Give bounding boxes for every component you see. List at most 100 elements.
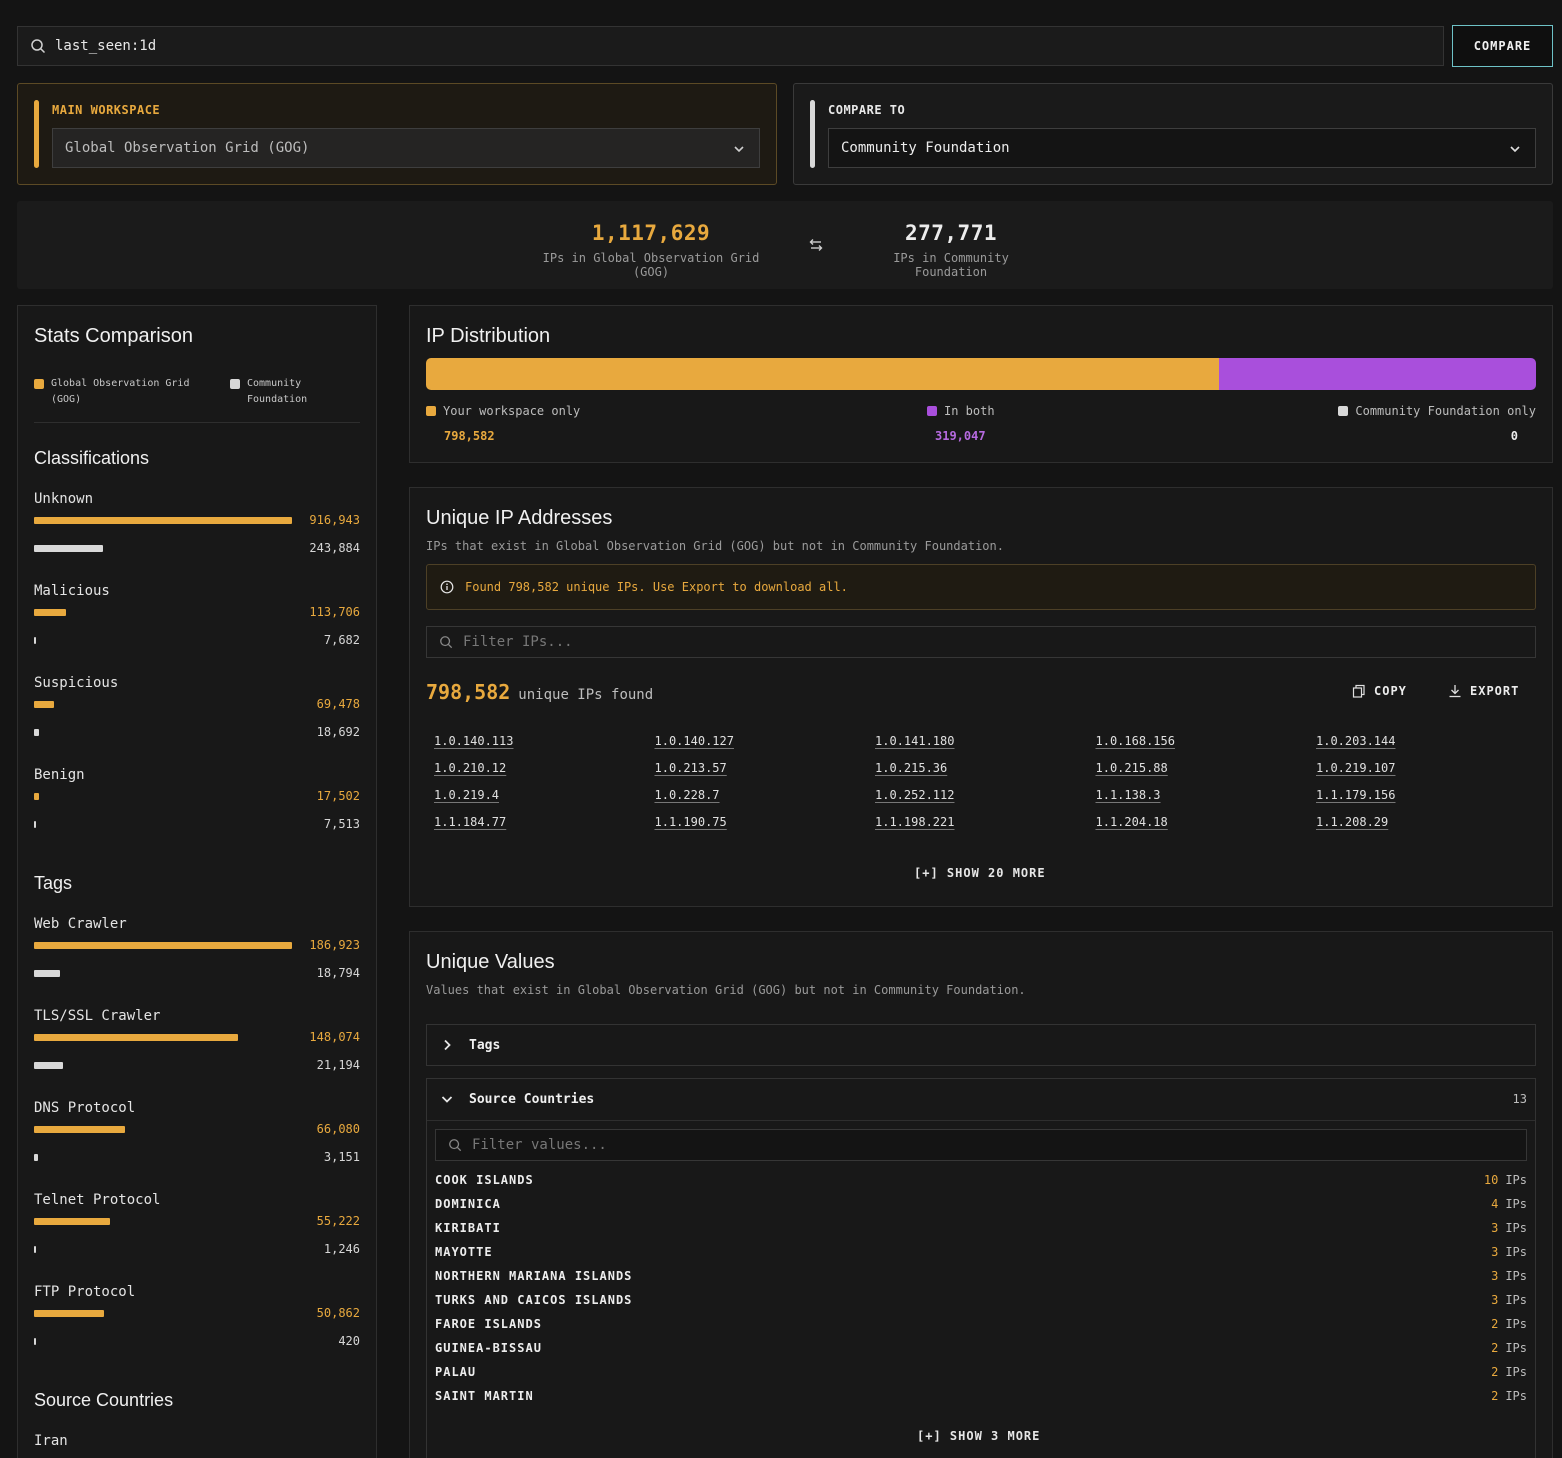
filter-values-input[interactable] [472, 1137, 1472, 1153]
country-row[interactable]: MAYOTTE 3 IPs [435, 1245, 1527, 1263]
ip-distribution-panel: IP Distribution Your workspace only 798,… [409, 305, 1553, 463]
bar-compare-value: 1,246 [323, 1242, 360, 1256]
ip-cell: 1.0.219.4 [434, 788, 655, 803]
legend-in-both: In both [927, 404, 995, 418]
ip-link[interactable]: 1.1.204.18 [1095, 815, 1168, 829]
bar-compare [34, 1246, 36, 1253]
unique-ips-panel: Unique IP Addresses IPs that exist in Gl… [409, 487, 1553, 907]
bar-compare-value: 243,884 [309, 541, 360, 555]
compare-workspace-select[interactable]: Community Foundation [828, 128, 1536, 168]
info-icon [440, 580, 454, 594]
ip-cell: 1.0.215.36 [875, 761, 1096, 776]
show-more-ips-button[interactable]: [+] SHOW 20 MORE [914, 866, 1046, 880]
country-count-unit: IPs [1505, 1365, 1527, 1379]
ip-cell: 1.1.198.221 [875, 815, 1096, 830]
ip-link[interactable]: 1.0.228.7 [654, 788, 720, 802]
search-bar[interactable] [17, 26, 1444, 66]
ip-link[interactable]: 1.0.203.144 [1316, 734, 1396, 748]
show-more-countries-button[interactable]: [+] SHOW 3 MORE [917, 1429, 1041, 1443]
divider [427, 1120, 1535, 1121]
ip-link[interactable]: 1.1.179.156 [1316, 788, 1396, 802]
compare-workspace-label: COMPARE TO [828, 103, 906, 117]
workspace-only-value: 798,582 [444, 429, 495, 443]
ip-cell: 1.0.203.144 [1316, 734, 1537, 749]
country-name: SAINT MARTIN [435, 1389, 534, 1403]
countries-count: 13 [1512, 1092, 1527, 1106]
country-row[interactable]: GUINEA-BISSAU 2 IPs [435, 1341, 1527, 1359]
country-count: 2 IPs [1491, 1365, 1527, 1383]
country-count-unit: IPs [1505, 1341, 1527, 1355]
country-count-number: 2 [1491, 1341, 1499, 1355]
stats-title: Stats Comparison [34, 325, 193, 347]
bar-main [34, 1218, 110, 1225]
ip-link[interactable]: 1.1.138.3 [1095, 788, 1161, 802]
ip-cell: 1.1.179.156 [1316, 788, 1537, 803]
country-row[interactable]: COOK ISLANDS 10 IPs [435, 1173, 1527, 1191]
accordion-tags-header[interactable]: Tags [427, 1025, 1535, 1065]
ip-link[interactable]: 1.1.184.77 [434, 815, 507, 829]
main-workspace-accent [34, 100, 39, 168]
segment-workspace-only [426, 358, 1220, 390]
country-row[interactable]: DOMINICA 4 IPs [435, 1197, 1527, 1215]
compare-button[interactable]: COMPARE [1452, 25, 1553, 67]
country-name: GUINEA-BISSAU [435, 1341, 542, 1355]
ip-link[interactable]: 1.1.190.75 [654, 815, 727, 829]
search-icon [440, 636, 453, 649]
ip-link[interactable]: 1.0.210.12 [434, 761, 507, 775]
legend-compare-only-swatch [1338, 406, 1349, 416]
export-button[interactable]: EXPORT [1448, 684, 1519, 698]
ip-cell: 1.1.190.75 [655, 815, 876, 830]
unique-ips-count-value: 798,582 [426, 680, 511, 704]
filter-ips[interactable] [426, 626, 1536, 658]
ip-link[interactable]: 1.0.215.88 [1095, 761, 1168, 775]
bar-main [34, 609, 66, 616]
country-count-unit: IPs [1505, 1245, 1527, 1259]
compare-workspace-accent [810, 100, 815, 168]
country-row[interactable]: FAROE ISLANDS 2 IPs [435, 1317, 1527, 1335]
bar-compare-value: 18,794 [316, 966, 360, 980]
copy-icon [1352, 684, 1365, 698]
bar-main-value: 17,502 [316, 789, 360, 803]
bar-compare-value: 21,194 [316, 1058, 360, 1072]
ip-link[interactable]: 1.0.219.4 [434, 788, 500, 802]
country-count-number: 2 [1491, 1389, 1499, 1403]
legend-workspace-only-label: Your workspace only [443, 404, 581, 418]
accordion-countries-header[interactable]: Source Countries 13 [427, 1079, 1535, 1119]
ip-link[interactable]: 1.0.141.180 [875, 734, 955, 748]
ip-link[interactable]: 1.0.140.127 [654, 734, 734, 748]
unique-values-subtitle: Values that exist in Global Observation … [426, 983, 1026, 997]
country-row[interactable]: SAINT MARTIN 2 IPs [435, 1389, 1527, 1407]
ip-link[interactable]: 1.1.198.221 [875, 815, 955, 829]
copy-label: COPY [1374, 684, 1407, 698]
legend-main-swatch [34, 379, 44, 389]
search-icon [449, 1139, 462, 1152]
bar-compare-value: 3,151 [323, 1150, 360, 1164]
filter-values[interactable] [435, 1129, 1527, 1161]
search-input[interactable] [55, 38, 1355, 54]
ip-link[interactable]: 1.0.213.57 [654, 761, 727, 775]
country-row[interactable]: KIRIBATI 3 IPs [435, 1221, 1527, 1239]
country-count: 2 IPs [1491, 1317, 1527, 1335]
stat-row-label: FTP Protocol [34, 1284, 136, 1300]
country-row[interactable]: TURKS AND CAICOS ISLANDS 3 IPs [435, 1293, 1527, 1311]
main-count-value: 1,117,629 [591, 221, 711, 245]
country-name: DOMINICA [435, 1197, 501, 1211]
ip-link[interactable]: 1.0.219.107 [1316, 761, 1396, 775]
ip-link[interactable]: 1.0.215.36 [875, 761, 948, 775]
ip-link[interactable]: 1.0.168.156 [1095, 734, 1175, 748]
ip-link[interactable]: 1.1.208.29 [1316, 815, 1389, 829]
in-both-value: 319,047 [935, 429, 986, 443]
filter-ips-input[interactable] [463, 634, 1463, 650]
ip-link[interactable]: 1.0.252.112 [875, 788, 955, 802]
stat-row-label: Suspicious [34, 675, 119, 691]
accordion-tags[interactable]: Tags [426, 1024, 1536, 1066]
copy-button[interactable]: COPY [1352, 684, 1407, 698]
section-title-tags: Tags [34, 873, 73, 893]
ip-cell: 1.1.138.3 [1096, 788, 1317, 803]
country-row[interactable]: PALAU 2 IPs [435, 1365, 1527, 1383]
country-count-number: 10 [1483, 1173, 1499, 1187]
main-workspace-select[interactable]: Global Observation Grid (GOG) [52, 128, 760, 168]
ip-link[interactable]: 1.0.140.113 [434, 734, 514, 748]
chevron-down-icon [441, 1096, 453, 1103]
country-row[interactable]: NORTHERN MARIANA ISLANDS 3 IPs [435, 1269, 1527, 1287]
